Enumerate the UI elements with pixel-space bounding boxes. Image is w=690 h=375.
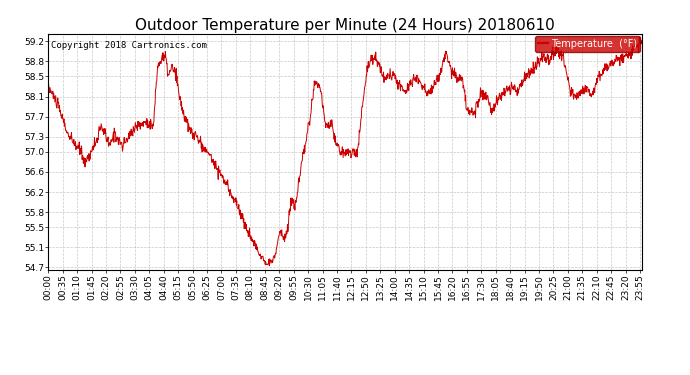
Legend: Temperature  (°F): Temperature (°F) [535,36,640,51]
Title: Outdoor Temperature per Minute (24 Hours) 20180610: Outdoor Temperature per Minute (24 Hours… [135,18,555,33]
Text: Copyright 2018 Cartronics.com: Copyright 2018 Cartronics.com [51,41,207,50]
